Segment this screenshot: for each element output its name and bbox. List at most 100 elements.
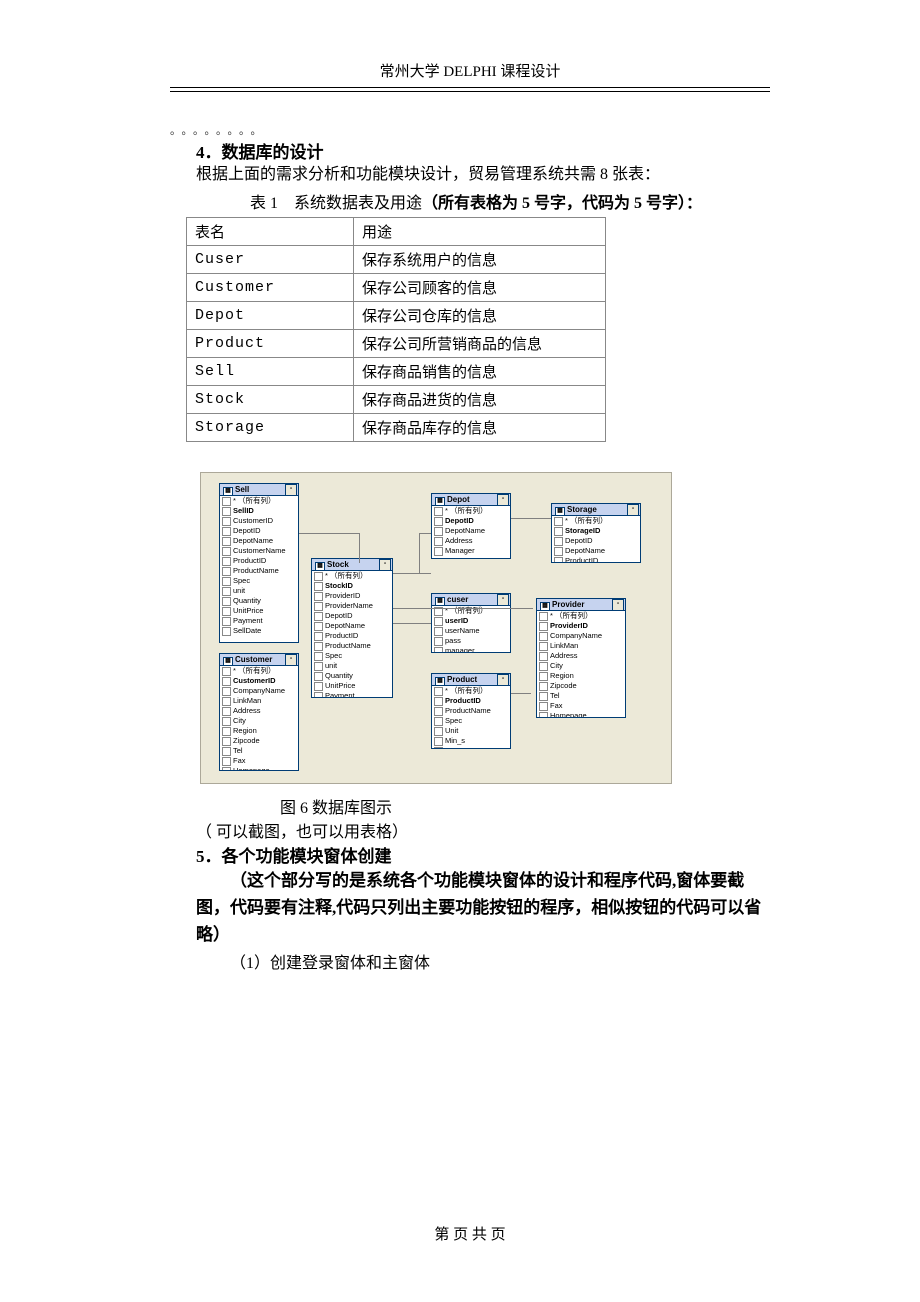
section4-title: 4．数据库的设计 <box>196 138 770 163</box>
page: 常州大学 DELPHI 课程设计 。。。。。。。。 4．数据库的设计 根据上面的… <box>0 0 920 1284</box>
db-field: UnitPrice <box>312 681 392 691</box>
db-field: CustomerID <box>220 676 298 686</box>
cell: 保存商品进货的信息 <box>354 386 606 414</box>
db-table-title: ▦Sell- <box>220 484 298 496</box>
caption-bold: （所有表格为 5 号字，代码为 5 号字）： <box>422 195 702 212</box>
db-table-title: ▦Product- <box>432 674 510 686</box>
db-field: ProductName <box>432 706 510 716</box>
db-relation-line <box>393 573 431 574</box>
db-diagram: ▦Sell-* （所有列）SellIDCustomerIDDepotIDDepo… <box>200 472 672 784</box>
db-field: Spec <box>220 576 298 586</box>
section5-sub1: （1）创建登录窗体和主窗体 <box>230 949 770 973</box>
db-field: Homepage <box>220 766 298 771</box>
db-field: Payment <box>220 616 298 626</box>
db-field: Min_s <box>432 736 510 746</box>
db-table-title: ▦Depot- <box>432 494 510 506</box>
db-table-title: ▦Stock- <box>312 559 392 571</box>
db-field: Spec <box>432 716 510 726</box>
db-field: Zipcode <box>220 736 298 746</box>
db-table-cuser: ▦cuser-* （所有列）userIDuserNamepassmanager <box>431 593 511 653</box>
db-field: Homepage <box>537 711 625 718</box>
db-field: * （所有列） <box>432 686 510 696</box>
db-field: * （所有列） <box>537 611 625 621</box>
db-table-customer: ▦Customer-* （所有列）CustomerIDCompanyNameLi… <box>219 653 299 771</box>
db-field: ProductID <box>432 696 510 706</box>
figure6-caption: 图 6 数据库图示 <box>280 794 770 818</box>
db-field: userName <box>432 626 510 636</box>
db-field: Payment <box>312 691 392 698</box>
header-rule <box>170 87 770 92</box>
db-field: StorageID <box>552 526 640 536</box>
db-field: DepotID <box>220 526 298 536</box>
db-field: LinkMan <box>537 641 625 651</box>
db-field: * （所有列） <box>312 571 392 581</box>
db-field: LinkMan <box>220 696 298 706</box>
db-relation-line <box>299 533 359 534</box>
db-field: Fax <box>220 756 298 766</box>
section5-body: （这个部分写的是系统各个功能模块窗体的设计和程序代码,窗体要截图，代码要有注释,… <box>196 867 770 949</box>
db-field: UnitPrice <box>220 606 298 616</box>
db-field: Tel <box>220 746 298 756</box>
db-table-depot: ▦Depot-* （所有列）DepotIDDepotNameAddressMan… <box>431 493 511 559</box>
table-row: Depot保存公司仓库的信息 <box>187 302 606 330</box>
db-relation-line <box>419 533 431 534</box>
db-field: DepotName <box>552 546 640 556</box>
cell: Cuser <box>187 246 354 274</box>
section4-intro: 根据上面的需求分析和功能模块设计，贸易管理系统共需 8 张表： <box>196 163 770 187</box>
table-row: Stock保存商品进货的信息 <box>187 386 606 414</box>
table-row: Storage保存商品库存的信息 <box>187 414 606 442</box>
table-row: Cuser保存系统用户的信息 <box>187 246 606 274</box>
cell: 保存公司仓库的信息 <box>354 302 606 330</box>
db-field: DepotName <box>432 526 510 536</box>
db-field: City <box>220 716 298 726</box>
db-relation-line <box>393 623 431 624</box>
db-field: DepotID <box>552 536 640 546</box>
db-field: Region <box>537 671 625 681</box>
db-field: Unit <box>432 726 510 736</box>
db-field: * （所有列） <box>432 506 510 516</box>
db-table-provider: ▦Provider-* （所有列）ProviderIDCompanyNameLi… <box>536 598 626 718</box>
table1-caption: 表 1 系统数据表及用途（所有表格为 5 号字，代码为 5 号字）： <box>250 189 770 213</box>
db-table-title: ▦Customer- <box>220 654 298 666</box>
db-field: unit <box>220 586 298 596</box>
db-field: Fax <box>537 701 625 711</box>
db-field: Spec <box>312 651 392 661</box>
db-relation-line <box>511 518 551 519</box>
db-field: userID <box>432 616 510 626</box>
db-field: pass <box>432 636 510 646</box>
db-field: Address <box>537 651 625 661</box>
db-field: Quantity <box>220 596 298 606</box>
db-field: ProductName <box>312 641 392 651</box>
page-footer: 第 页 共 页 <box>170 1223 770 1244</box>
cell: 保存商品销售的信息 <box>354 358 606 386</box>
db-field: ProductID <box>312 631 392 641</box>
db-table-sell: ▦Sell-* （所有列）SellIDCustomerIDDepotIDDepo… <box>219 483 299 643</box>
db-field: ProductID <box>220 556 298 566</box>
table-row: Customer保存公司顾客的信息 <box>187 274 606 302</box>
data-table: 表名 用途 Cuser保存系统用户的信息 Customer保存公司顾客的信息 D… <box>186 217 606 442</box>
db-field: CustomerName <box>220 546 298 556</box>
table-row: Product保存公司所营销商品的信息 <box>187 330 606 358</box>
db-field: * （所有列） <box>220 496 298 506</box>
db-table-storage: ▦Storage-* （所有列）StorageIDDepotIDDepotNam… <box>551 503 641 563</box>
cell: 保存商品库存的信息 <box>354 414 606 442</box>
db-field: unit <box>312 661 392 671</box>
cell: Storage <box>187 414 354 442</box>
db-relation-line <box>359 533 360 563</box>
cell: 保存公司顾客的信息 <box>354 274 606 302</box>
table-header-row: 表名 用途 <box>187 218 606 246</box>
db-relation-line <box>419 533 420 573</box>
db-field: Max_s <box>432 746 510 749</box>
db-field: manager <box>432 646 510 653</box>
db-field: DepotID <box>312 611 392 621</box>
db-field: ProductID <box>552 556 640 563</box>
db-table-title: ▦Provider- <box>537 599 625 611</box>
db-field: Zipcode <box>537 681 625 691</box>
db-table-product: ▦Product-* （所有列）ProductIDProductNameSpec… <box>431 673 511 749</box>
db-relation-line <box>393 608 533 609</box>
db-field: DepotName <box>220 536 298 546</box>
cell: Stock <box>187 386 354 414</box>
cell: Product <box>187 330 354 358</box>
header-title: 常州大学 DELPHI 课程设计 <box>170 60 770 81</box>
db-field: SellID <box>220 506 298 516</box>
